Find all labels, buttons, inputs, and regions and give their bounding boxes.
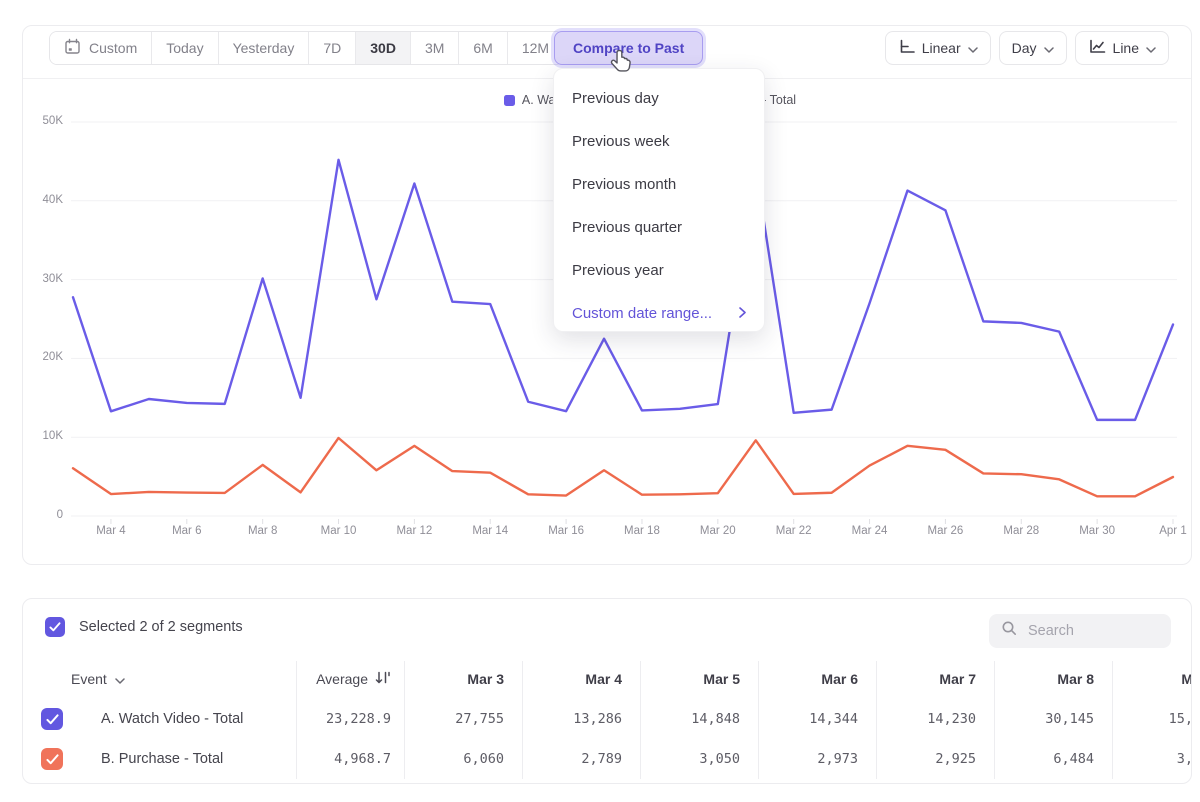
cell-value[interactable]: 2,925 bbox=[876, 751, 994, 767]
segment-label[interactable]: B. Purchase - Total bbox=[101, 751, 223, 767]
x-axis-label: Mar 8 bbox=[233, 525, 293, 537]
cell-value-clipped[interactable]: 15, bbox=[1112, 711, 1192, 727]
search-input[interactable] bbox=[1028, 623, 1158, 639]
x-axis-label: Apr 1 bbox=[1143, 525, 1200, 537]
cell-value[interactable]: 6,484 bbox=[994, 751, 1112, 767]
cell-value[interactable]: 14,344 bbox=[758, 711, 876, 727]
search-box bbox=[989, 614, 1171, 648]
cell-value[interactable]: 14,848 bbox=[640, 711, 758, 727]
x-axis-label: Mar 22 bbox=[764, 525, 824, 537]
x-axis-label: Mar 20 bbox=[688, 525, 748, 537]
y-axis-label: 20K bbox=[29, 351, 63, 363]
x-axis-label: Mar 12 bbox=[384, 525, 444, 537]
row-a-checkbox[interactable] bbox=[41, 708, 63, 730]
cell-value[interactable]: 2,789 bbox=[522, 751, 640, 767]
select-all-checkbox[interactable] bbox=[45, 617, 65, 637]
menu-item-previous-day[interactable]: Previous day bbox=[554, 77, 764, 120]
date-column-header[interactable]: Mar 3 bbox=[404, 671, 522, 687]
segments-table: Event Average Mar 3 bbox=[23, 659, 1192, 779]
menu-item-previous-quarter[interactable]: Previous quarter bbox=[554, 206, 764, 249]
analytics-dashboard: Custom Today Yesterday 7D 30D 3M 6M 12M … bbox=[0, 0, 1200, 802]
average-column-header[interactable]: Average bbox=[296, 671, 404, 688]
average-value: 4,968.7 bbox=[296, 751, 404, 767]
mouse-cursor bbox=[608, 48, 634, 81]
x-axis-label: Mar 6 bbox=[157, 525, 217, 537]
x-axis-label: Mar 28 bbox=[991, 525, 1051, 537]
date-column-header[interactable]: Mar 5 bbox=[640, 671, 758, 687]
cell-value[interactable]: 13,286 bbox=[522, 711, 640, 727]
table-header-row: Event Average Mar 3 bbox=[23, 659, 1192, 699]
event-column-header[interactable]: Event bbox=[23, 671, 296, 687]
x-axis-label: Mar 18 bbox=[612, 525, 672, 537]
date-column-header[interactable]: Mar 4 bbox=[522, 671, 640, 687]
row-b-checkbox[interactable] bbox=[41, 748, 63, 770]
x-axis-label: Mar 24 bbox=[840, 525, 900, 537]
menu-item-custom-date-range[interactable]: Custom date range... bbox=[554, 292, 764, 335]
cell-value[interactable]: 6,060 bbox=[404, 751, 522, 767]
cell-value-clipped[interactable]: 3, bbox=[1112, 751, 1192, 767]
segment-label[interactable]: A. Watch Video - Total bbox=[101, 711, 243, 727]
x-axis-label: Mar 26 bbox=[915, 525, 975, 537]
cell-value[interactable]: 2,973 bbox=[758, 751, 876, 767]
x-axis-label: Mar 14 bbox=[460, 525, 520, 537]
menu-item-previous-year[interactable]: Previous year bbox=[554, 249, 764, 292]
cell-value[interactable]: 3,050 bbox=[640, 751, 758, 767]
date-column-header[interactable]: Mar 6 bbox=[758, 671, 876, 687]
date-column-header[interactable]: Mar 7 bbox=[876, 671, 994, 687]
date-column-header-clipped[interactable]: M bbox=[1112, 671, 1192, 687]
x-axis-label: Mar 4 bbox=[81, 525, 141, 537]
chevron-down-icon bbox=[115, 671, 125, 687]
date-column-header[interactable]: Mar 8 bbox=[994, 671, 1112, 687]
x-axis-label: Mar 10 bbox=[309, 525, 369, 537]
selected-segments-label: Selected 2 of 2 segments bbox=[79, 619, 243, 635]
y-axis-label: 50K bbox=[29, 115, 63, 127]
segments-card: Selected 2 of 2 segments Event bbox=[22, 598, 1192, 784]
x-axis-label: Mar 30 bbox=[1067, 525, 1127, 537]
menu-item-previous-month[interactable]: Previous month bbox=[554, 163, 764, 206]
y-axis-label: 10K bbox=[29, 430, 63, 442]
cell-value[interactable]: 27,755 bbox=[404, 711, 522, 727]
segment-row-b: B. Purchase - Total 4,968.7 6,060 2,789 … bbox=[23, 739, 1192, 779]
y-axis-label: 30K bbox=[29, 273, 63, 285]
search-icon bbox=[1001, 620, 1018, 642]
compare-menu: Previous day Previous week Previous mont… bbox=[553, 68, 765, 332]
cell-value[interactable]: 14,230 bbox=[876, 711, 994, 727]
menu-item-previous-week[interactable]: Previous week bbox=[554, 120, 764, 163]
average-value: 23,228.9 bbox=[296, 711, 404, 727]
x-axis-label: Mar 16 bbox=[536, 525, 596, 537]
y-axis-label: 0 bbox=[29, 509, 63, 521]
segment-row-a: A. Watch Video - Total 23,228.9 27,755 1… bbox=[23, 699, 1192, 739]
cell-value[interactable]: 30,145 bbox=[994, 711, 1112, 727]
chevron-right-icon bbox=[739, 305, 746, 322]
y-axis-label: 40K bbox=[29, 194, 63, 206]
sort-descending-icon bbox=[375, 671, 391, 688]
